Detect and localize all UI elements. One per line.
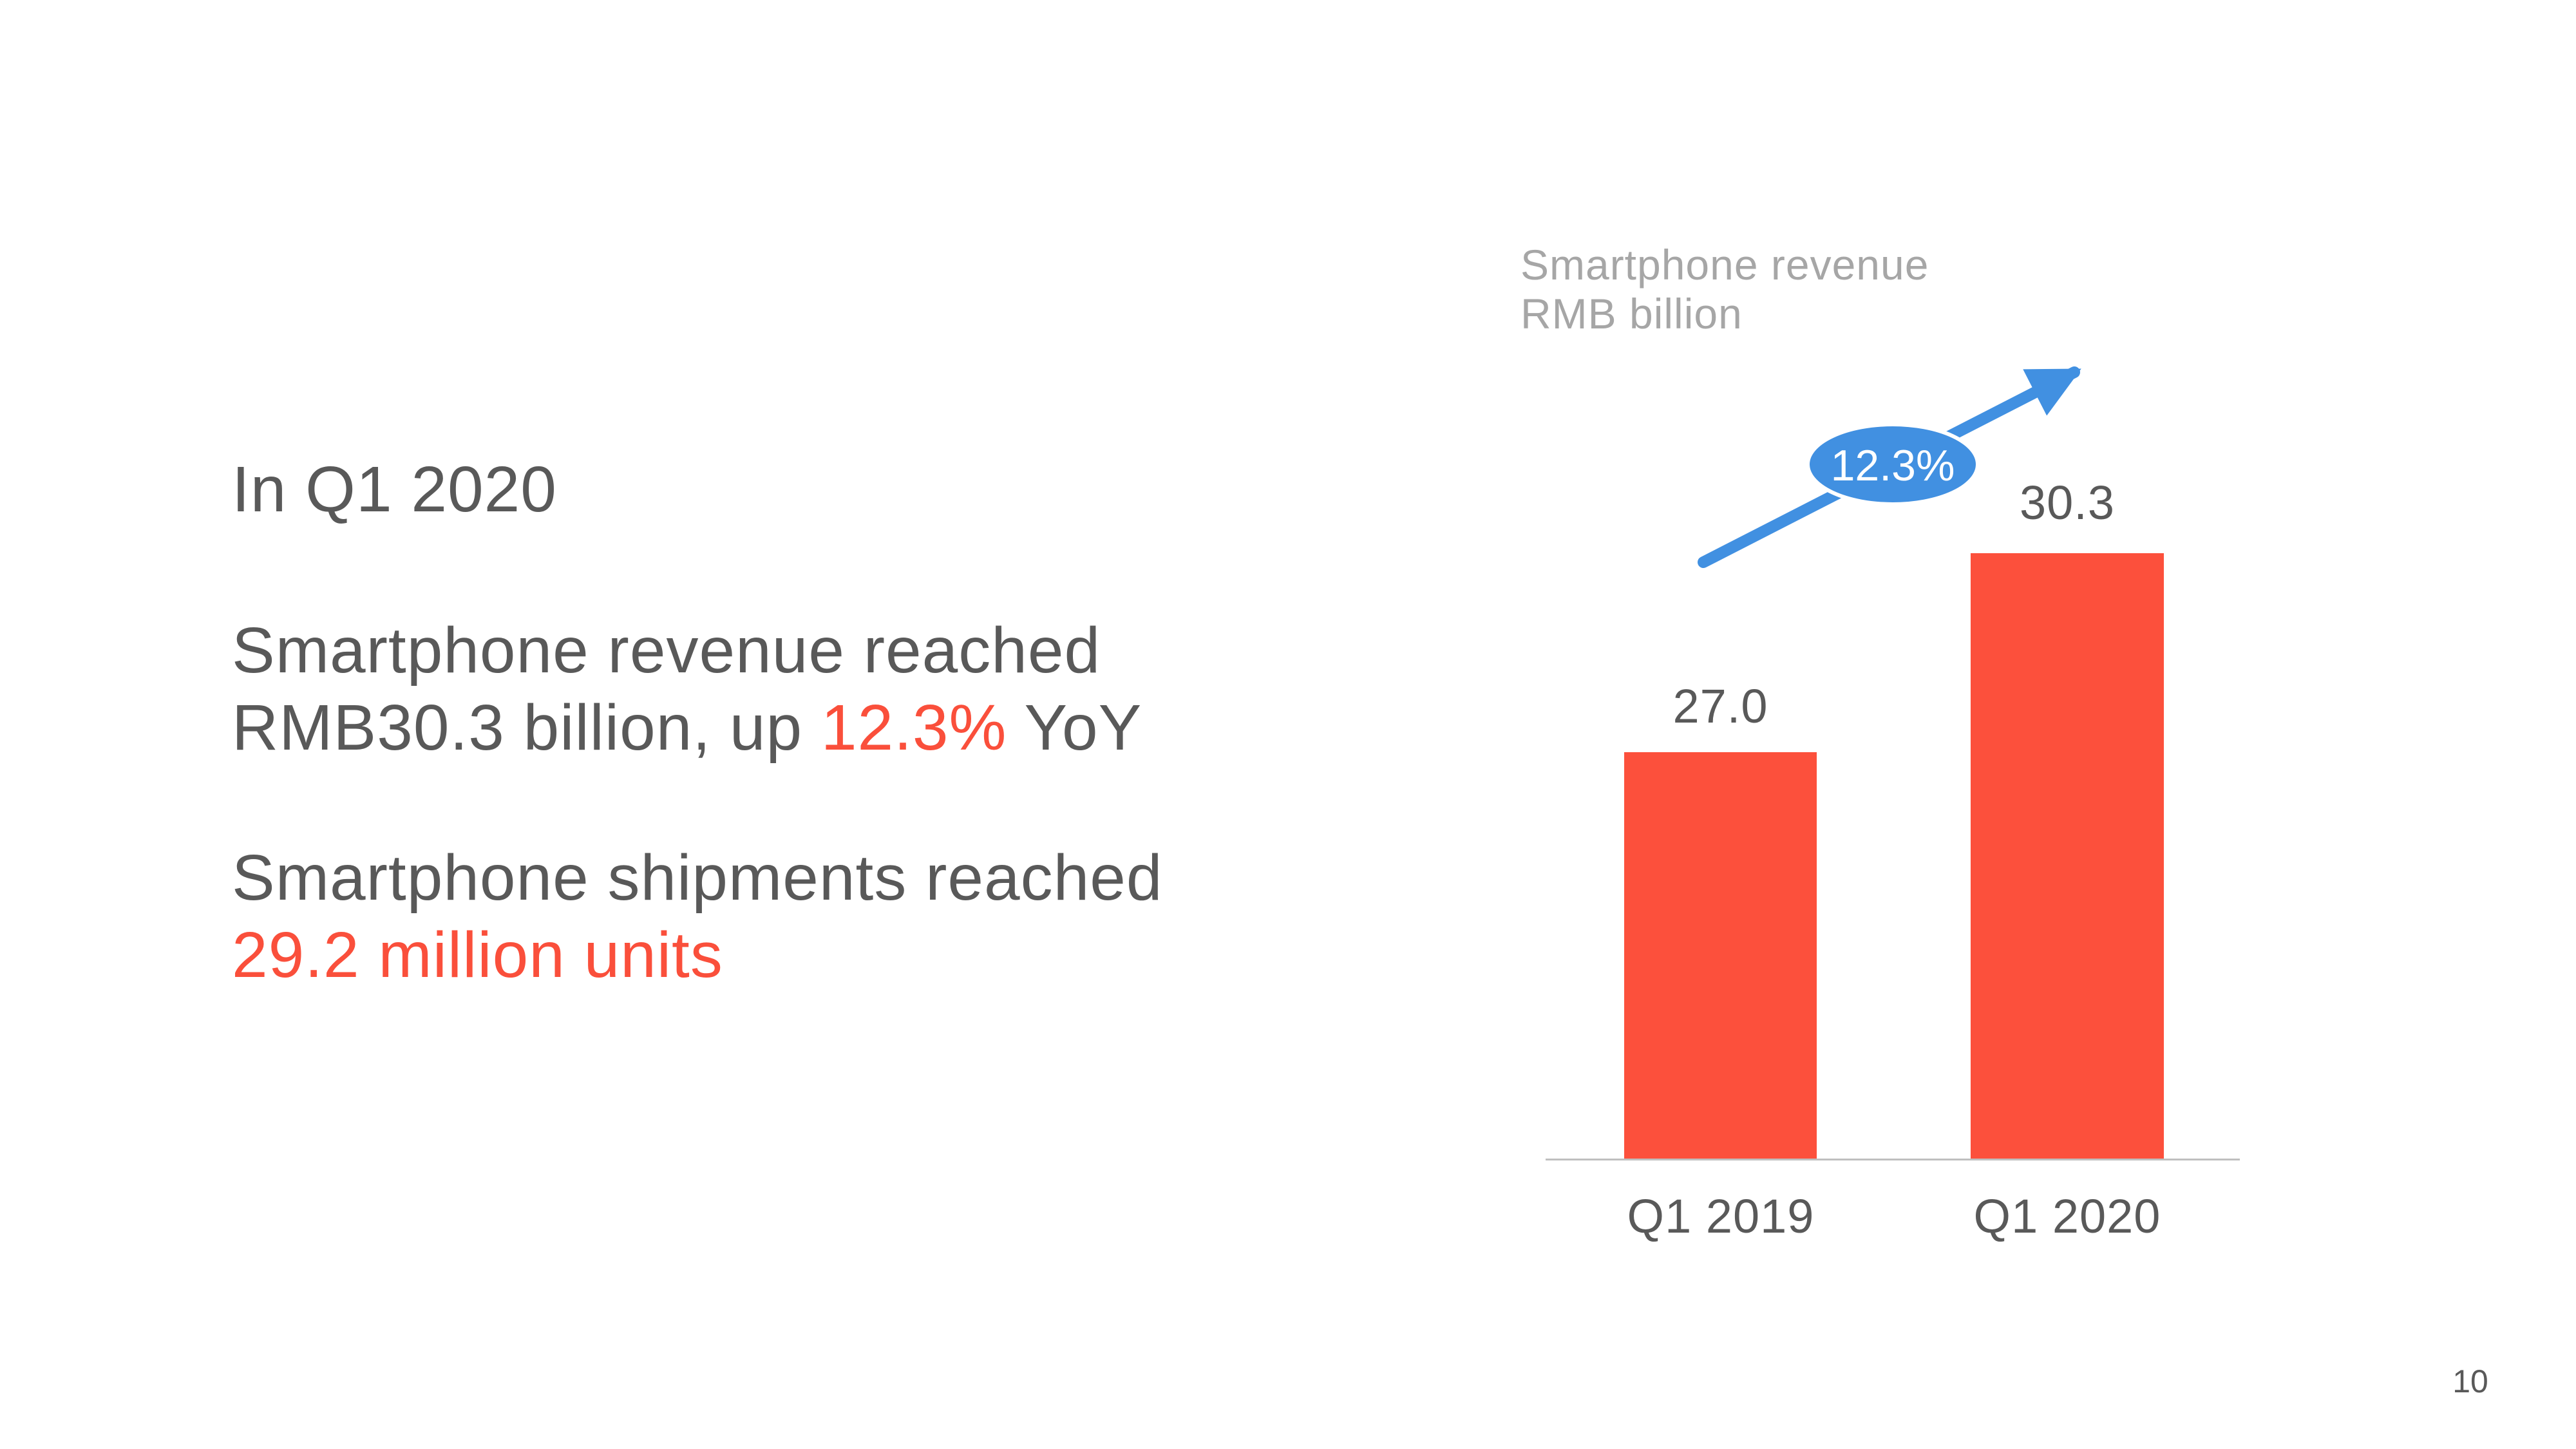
revenue-line1: Smartphone revenue reached <box>232 614 1101 687</box>
shipments-paragraph: Smartphone shipments reached 29.2 million… <box>232 839 1162 994</box>
growth-badge <box>1806 422 1980 506</box>
bar-q1-2019 <box>1624 752 1817 1160</box>
x-axis-line <box>1546 1159 2240 1160</box>
revenue-line2-prefix: RMB30.3 billion, up <box>232 692 821 764</box>
chart-title-line1: Smartphone revenue <box>1520 241 1929 289</box>
revenue-growth-percent: 12.3% <box>820 692 1007 764</box>
revenue-line2-suffix: YoY <box>1007 692 1142 764</box>
x-axis-label-q1-2019: Q1 2019 <box>1627 1189 1815 1243</box>
shipments-line1: Smartphone shipments reached <box>232 842 1163 914</box>
bar-q1-2020 <box>1971 553 2164 1160</box>
bar-value-label-q1-2020: 30.3 <box>2019 476 2116 529</box>
chart-title-line2: RMB billion <box>1520 290 1743 337</box>
growth-badge-label: 12.3% <box>1831 441 1955 490</box>
headline: In Q1 2020 <box>232 453 557 526</box>
chart-title: Smartphone revenue RMB billion <box>1520 240 1929 338</box>
page-number: 10 <box>2452 1363 2488 1399</box>
shipments-value: 29.2 million units <box>232 919 723 991</box>
growth-arrow-icon: 12.3% <box>1698 366 2081 568</box>
x-axis-label-q1-2020: Q1 2020 <box>1973 1189 2161 1243</box>
bar-value-label-q1-2019: 27.0 <box>1672 679 1768 733</box>
revenue-paragraph: Smartphone revenue reached RMB30.3 billio… <box>232 612 1142 766</box>
